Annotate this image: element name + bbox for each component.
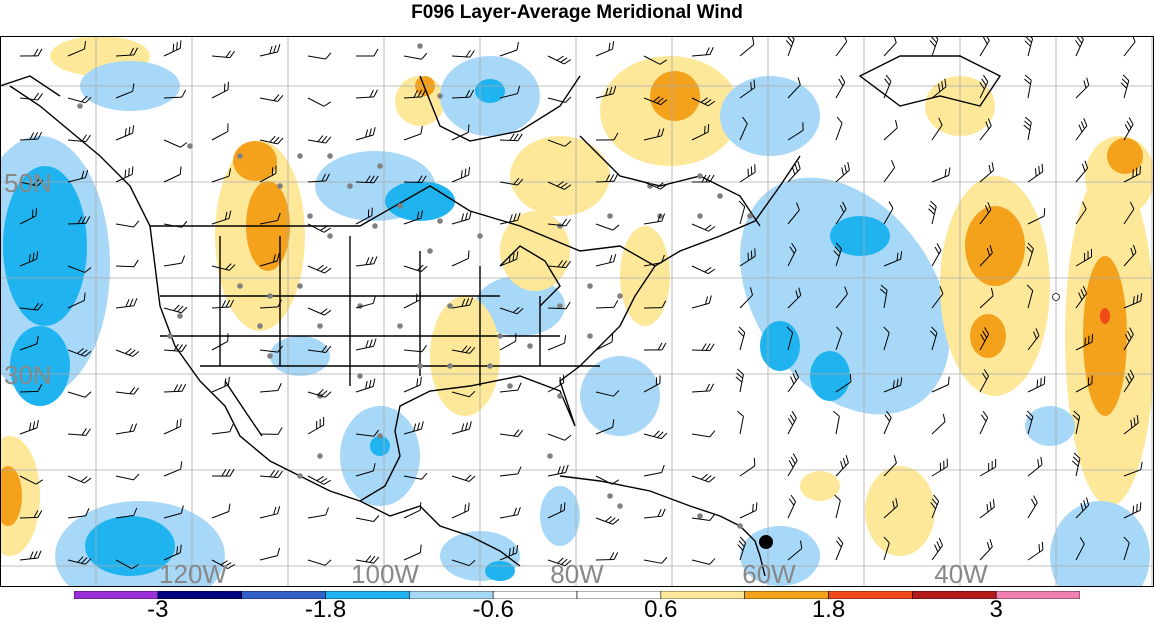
- latitude-label: 50N: [4, 168, 52, 198]
- station-dot: [187, 143, 193, 149]
- shading-region: [385, 181, 455, 221]
- shading-region: [720, 76, 820, 156]
- station-dot: [177, 313, 183, 319]
- station-dot: [237, 153, 243, 159]
- shading-region: [475, 79, 505, 103]
- station-dot: [547, 453, 553, 459]
- shading-region: [1107, 138, 1143, 174]
- latitude-label: 30N: [4, 360, 52, 390]
- station-dot: [237, 283, 243, 289]
- shading-region: [800, 471, 840, 501]
- station-dot: [297, 473, 303, 479]
- station-dot: [347, 183, 353, 189]
- colorbar-tick-label: -1.8: [305, 597, 346, 622]
- station-dot: [607, 493, 613, 499]
- shading-region: [370, 436, 390, 456]
- colorbar-tick-label: 1.8: [812, 597, 845, 622]
- station-dot: [697, 173, 703, 179]
- colorbar-tick-labels: -3 -1.8 -0.6 0.6 1.8 3: [0, 597, 1154, 622]
- longitude-label: 40W: [934, 559, 988, 587]
- colorbar-tick-label: 0.6: [644, 597, 677, 622]
- station-dot: [377, 163, 383, 169]
- station-dot: [447, 303, 453, 309]
- longitude-label: 120W: [159, 559, 227, 587]
- shading-region: [865, 466, 935, 556]
- station-dot: [617, 293, 623, 299]
- storm-marker-icon: [759, 535, 773, 549]
- station-dot: [277, 183, 283, 189]
- station-dot: [587, 283, 593, 289]
- colorbar-tick-label: 3: [989, 597, 1002, 622]
- station-dot: [267, 293, 273, 299]
- station-dot: [437, 218, 443, 224]
- shading-region: [1100, 308, 1110, 324]
- shading-region: [485, 561, 515, 581]
- station-dot: [507, 383, 513, 389]
- station-dot: [737, 523, 743, 529]
- station-dot: [327, 233, 333, 239]
- station-dot: [447, 363, 453, 369]
- longitude-label: 60W: [742, 559, 796, 587]
- station-dot: [557, 223, 563, 229]
- shading-region: [233, 141, 277, 181]
- station-dot: [372, 223, 378, 229]
- shading-region: [650, 71, 700, 121]
- station-dot: [557, 393, 563, 399]
- longitude-label: 100W: [351, 559, 419, 587]
- station-dot: [747, 213, 753, 219]
- shading-region: [965, 206, 1025, 286]
- station-dot: [497, 333, 503, 339]
- station-dot: [377, 433, 383, 439]
- map-panel: 120W 100W 80W 60W 40W 50N 30N: [0, 36, 1154, 587]
- shading-region: [510, 136, 610, 216]
- station-dot: [327, 153, 333, 159]
- shading-region: [580, 356, 660, 436]
- station-dot: [427, 248, 433, 254]
- station-dot: [357, 373, 363, 379]
- station-dot: [317, 323, 323, 329]
- colorbar-tick-label: -3: [147, 597, 168, 622]
- shading-region: [540, 486, 580, 546]
- longitude-label: 80W: [550, 559, 604, 587]
- station-dot: [477, 233, 483, 239]
- station-dot: [527, 343, 533, 349]
- station-dot: [307, 213, 313, 219]
- station-dot: [587, 333, 593, 339]
- shading-region: [1083, 256, 1127, 416]
- shading-region: [1025, 406, 1075, 446]
- station-dot: [697, 513, 703, 519]
- station-dot: [297, 283, 303, 289]
- station-dot: [297, 153, 303, 159]
- station-dot: [397, 323, 403, 329]
- station-dot: [607, 213, 613, 219]
- shading-region: [270, 336, 330, 376]
- colorbar-tick-label: -0.6: [472, 597, 513, 622]
- station-dot: [167, 333, 173, 339]
- station-dot: [487, 363, 493, 369]
- station-dot: [417, 43, 423, 49]
- shading-region: [810, 351, 850, 401]
- station-dot: [397, 203, 403, 209]
- station-dot: [77, 103, 83, 109]
- station-dot: [697, 213, 703, 219]
- station-dot: [317, 453, 323, 459]
- shading-region: [760, 321, 800, 371]
- page-title: F096 Layer-Average Meridional Wind: [0, 0, 1154, 30]
- map-canvas: 120W 100W 80W 60W 40W 50N 30N: [0, 36, 1154, 587]
- station-dot: [717, 193, 723, 199]
- station-dot: [267, 353, 273, 359]
- station-dot: [617, 503, 623, 509]
- station-dot: [417, 363, 423, 369]
- shading-region: [830, 216, 890, 256]
- station-marker: [1053, 294, 1060, 301]
- station-dot: [437, 93, 443, 99]
- station-dot: [257, 323, 263, 329]
- shading-region: [430, 296, 500, 416]
